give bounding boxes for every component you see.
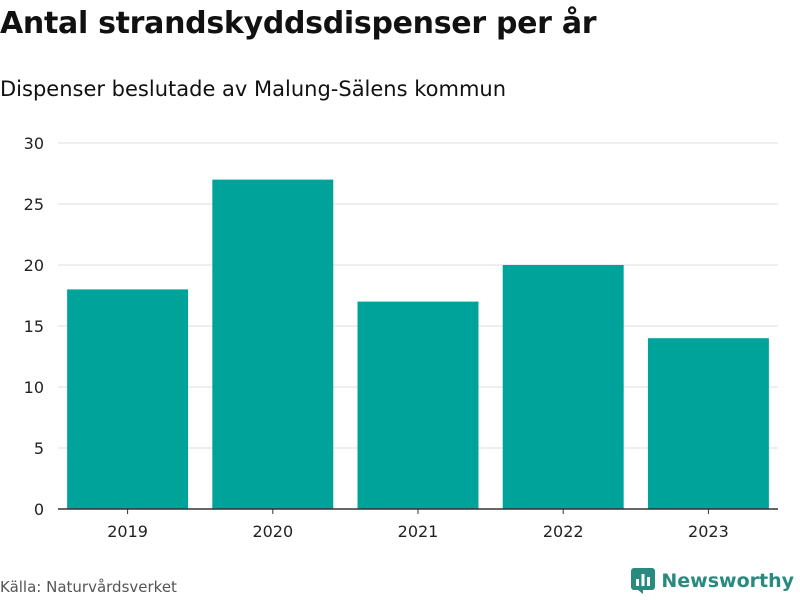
bar-2020 bbox=[212, 179, 334, 509]
x-tick-label: 2022 bbox=[543, 522, 584, 541]
source-note: Källa: Naturvårdsverket bbox=[0, 578, 177, 596]
axes bbox=[58, 508, 778, 514]
x-tick-label: 2020 bbox=[252, 522, 293, 541]
chart-title: Antal strandskyddsdispenser per år bbox=[0, 6, 597, 41]
bar-2019 bbox=[67, 289, 189, 509]
y-tick-labels: 0 5 10 15 20 25 30 bbox=[24, 134, 44, 519]
chart-logo-icon bbox=[631, 568, 656, 594]
newsworthy-logo: Newsworthy bbox=[631, 568, 794, 594]
y-tick-label: 30 bbox=[24, 134, 44, 153]
y-tick-label: 20 bbox=[24, 256, 44, 275]
x-tick-label: 2019 bbox=[107, 522, 148, 541]
x-tick-label: 2023 bbox=[688, 522, 729, 541]
brand-name: Newsworthy bbox=[661, 570, 794, 592]
y-tick-label: 5 bbox=[34, 439, 44, 458]
chart-subtitle: Dispenser beslutade av Malung-Sälens kom… bbox=[0, 77, 507, 101]
x-tick-labels: 2019 2020 2021 2022 2023 bbox=[107, 522, 729, 541]
y-tick-label: 15 bbox=[24, 317, 44, 336]
y-tick-label: 25 bbox=[24, 195, 44, 214]
y-tick-label: 10 bbox=[24, 378, 44, 397]
bar-2023 bbox=[647, 338, 769, 509]
x-tick-label: 2021 bbox=[398, 522, 439, 541]
bars bbox=[67, 179, 769, 509]
bar-2021 bbox=[357, 301, 479, 509]
y-tick-label: 0 bbox=[34, 500, 44, 519]
bar-2022 bbox=[502, 265, 624, 509]
